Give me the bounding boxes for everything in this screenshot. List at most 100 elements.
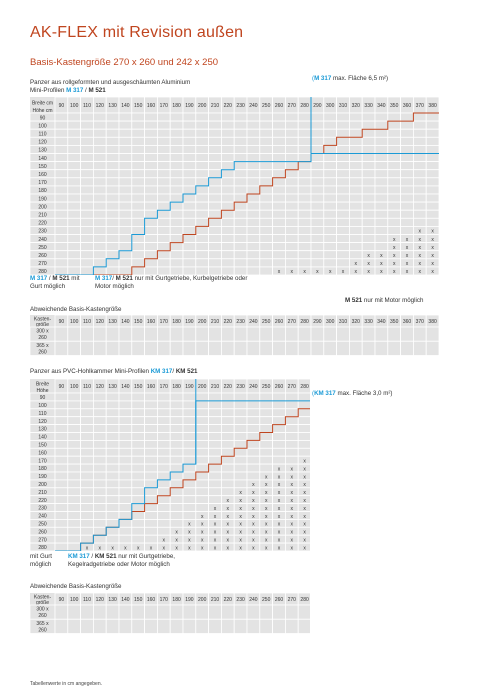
table-cell (246, 201, 261, 211)
size-label: 300 x (36, 607, 49, 613)
legend-text: nur mit Motor möglich (362, 297, 424, 304)
height-tick-label: 240 (38, 514, 47, 520)
table-cell (195, 242, 210, 252)
table-cell (182, 511, 197, 520)
table-cell (387, 185, 401, 195)
table-cell (284, 128, 299, 138)
table-cell (412, 177, 427, 187)
x-mark: x (393, 269, 396, 275)
table-cell (131, 169, 146, 179)
table-cell (169, 112, 184, 122)
table-cell (208, 326, 222, 342)
x-mark: x (316, 269, 319, 275)
table-cell (233, 471, 248, 481)
table-cell (387, 201, 401, 211)
width-tick-label: 250 (262, 597, 271, 603)
table-cell (246, 340, 261, 356)
x-mark: x (201, 538, 204, 544)
table-cell (310, 193, 325, 203)
table-cell (246, 234, 261, 244)
table-cell (157, 145, 171, 154)
table-cell (374, 112, 389, 122)
table-cell (144, 495, 158, 504)
width-tick-label: 90 (59, 597, 65, 603)
table-cell (272, 112, 286, 122)
table-cell (105, 169, 120, 179)
table-cell (361, 169, 376, 179)
table-cell (144, 112, 158, 122)
table-cell (259, 201, 274, 211)
x-mark: x (239, 530, 242, 536)
width-tick-label: 200 (198, 319, 207, 325)
table-cell (272, 242, 286, 252)
table-cell (105, 217, 120, 227)
table-cell (80, 217, 94, 227)
table-cell (412, 145, 427, 154)
table-cell (169, 503, 184, 512)
table-cell (195, 463, 210, 473)
table-cell (182, 479, 197, 489)
table-cell (323, 120, 337, 130)
table-cell (336, 250, 350, 260)
table-cell (157, 258, 171, 268)
table-cell (348, 161, 363, 171)
table-cell (80, 234, 94, 244)
table-cell (297, 440, 310, 449)
table-cell (131, 136, 146, 146)
table-cell (387, 340, 401, 356)
width-tick-label: 300 (326, 319, 335, 325)
table-cell (93, 209, 107, 219)
table-cell (80, 447, 94, 457)
table-cell (348, 128, 363, 138)
x-mark: x (265, 514, 268, 520)
table-cell (67, 440, 81, 449)
width-tick-label: 190 (185, 319, 194, 325)
height-tick-label: 240 (38, 237, 47, 243)
table-cell (425, 169, 440, 179)
x-mark: x (150, 545, 153, 551)
table-cell (67, 400, 81, 410)
width-tick-label: 260 (275, 103, 284, 109)
table-cell (208, 136, 222, 146)
table-cell (310, 185, 325, 195)
table-cell (425, 217, 440, 227)
table-cell (131, 120, 146, 130)
table-cell (144, 136, 158, 146)
table-cell (144, 447, 158, 457)
width-tick-label: 180 (172, 597, 181, 603)
table-cell (182, 120, 197, 130)
x-mark: x (431, 245, 434, 251)
table-cell (157, 447, 171, 457)
table-cell (374, 128, 389, 138)
x-mark: x (265, 474, 268, 480)
table-cell (208, 408, 222, 418)
table-cell (220, 479, 235, 489)
table-cell (361, 242, 376, 252)
table-cell (80, 128, 94, 138)
table-cell (195, 503, 210, 512)
table-cell (259, 266, 274, 275)
table-cell (374, 177, 389, 187)
table-cell (272, 128, 286, 138)
table-cell (220, 169, 235, 179)
table-cell (169, 432, 184, 441)
table-cell (157, 250, 171, 260)
table-cell (157, 400, 171, 410)
table-cell (400, 177, 414, 187)
table-cell (54, 534, 69, 544)
table-cell (208, 440, 222, 449)
table-cell (208, 479, 222, 489)
table-cell (131, 234, 146, 244)
table-cell (80, 169, 94, 179)
width-tick-label: 310 (339, 319, 348, 325)
table-cell (374, 242, 389, 252)
table-cell (233, 440, 248, 449)
table-cell (105, 136, 120, 146)
x-mark: x (303, 506, 306, 512)
table-cell (297, 400, 310, 410)
table-cell (131, 392, 146, 402)
size-label: 365 x (36, 343, 49, 349)
table-cell (157, 193, 171, 203)
table-cell (182, 487, 197, 497)
table-cell (144, 326, 158, 342)
